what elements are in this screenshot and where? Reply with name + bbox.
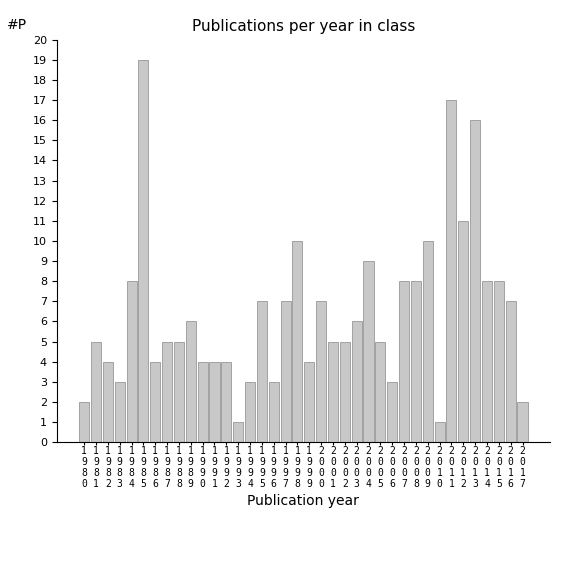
Bar (506, 302, 516, 442)
Bar (446, 100, 456, 442)
Bar (518, 402, 527, 442)
Bar (387, 382, 397, 442)
Bar (482, 281, 492, 442)
Bar (91, 341, 101, 442)
Bar (221, 362, 231, 442)
Bar (269, 382, 279, 442)
Bar (316, 302, 326, 442)
Bar (304, 362, 314, 442)
Y-axis label: #P: #P (7, 18, 27, 32)
Bar (245, 382, 255, 442)
Bar (434, 422, 445, 442)
Bar (115, 382, 125, 442)
Bar (328, 341, 338, 442)
Bar (174, 341, 184, 442)
X-axis label: Publication year: Publication year (247, 494, 359, 509)
Bar (257, 302, 267, 442)
Bar (150, 362, 160, 442)
Bar (423, 241, 433, 442)
Bar (138, 60, 149, 442)
Bar (79, 402, 89, 442)
Bar (458, 221, 468, 442)
Bar (363, 261, 374, 442)
Bar (103, 362, 113, 442)
Bar (352, 321, 362, 442)
Title: Publications per year in class: Publications per year in class (192, 19, 415, 35)
Bar (293, 241, 302, 442)
Bar (470, 120, 480, 442)
Bar (233, 422, 243, 442)
Bar (340, 341, 350, 442)
Bar (411, 281, 421, 442)
Bar (198, 362, 208, 442)
Bar (209, 362, 219, 442)
Bar (281, 302, 291, 442)
Bar (126, 281, 137, 442)
Bar (375, 341, 386, 442)
Bar (494, 281, 504, 442)
Bar (399, 281, 409, 442)
Bar (186, 321, 196, 442)
Bar (162, 341, 172, 442)
